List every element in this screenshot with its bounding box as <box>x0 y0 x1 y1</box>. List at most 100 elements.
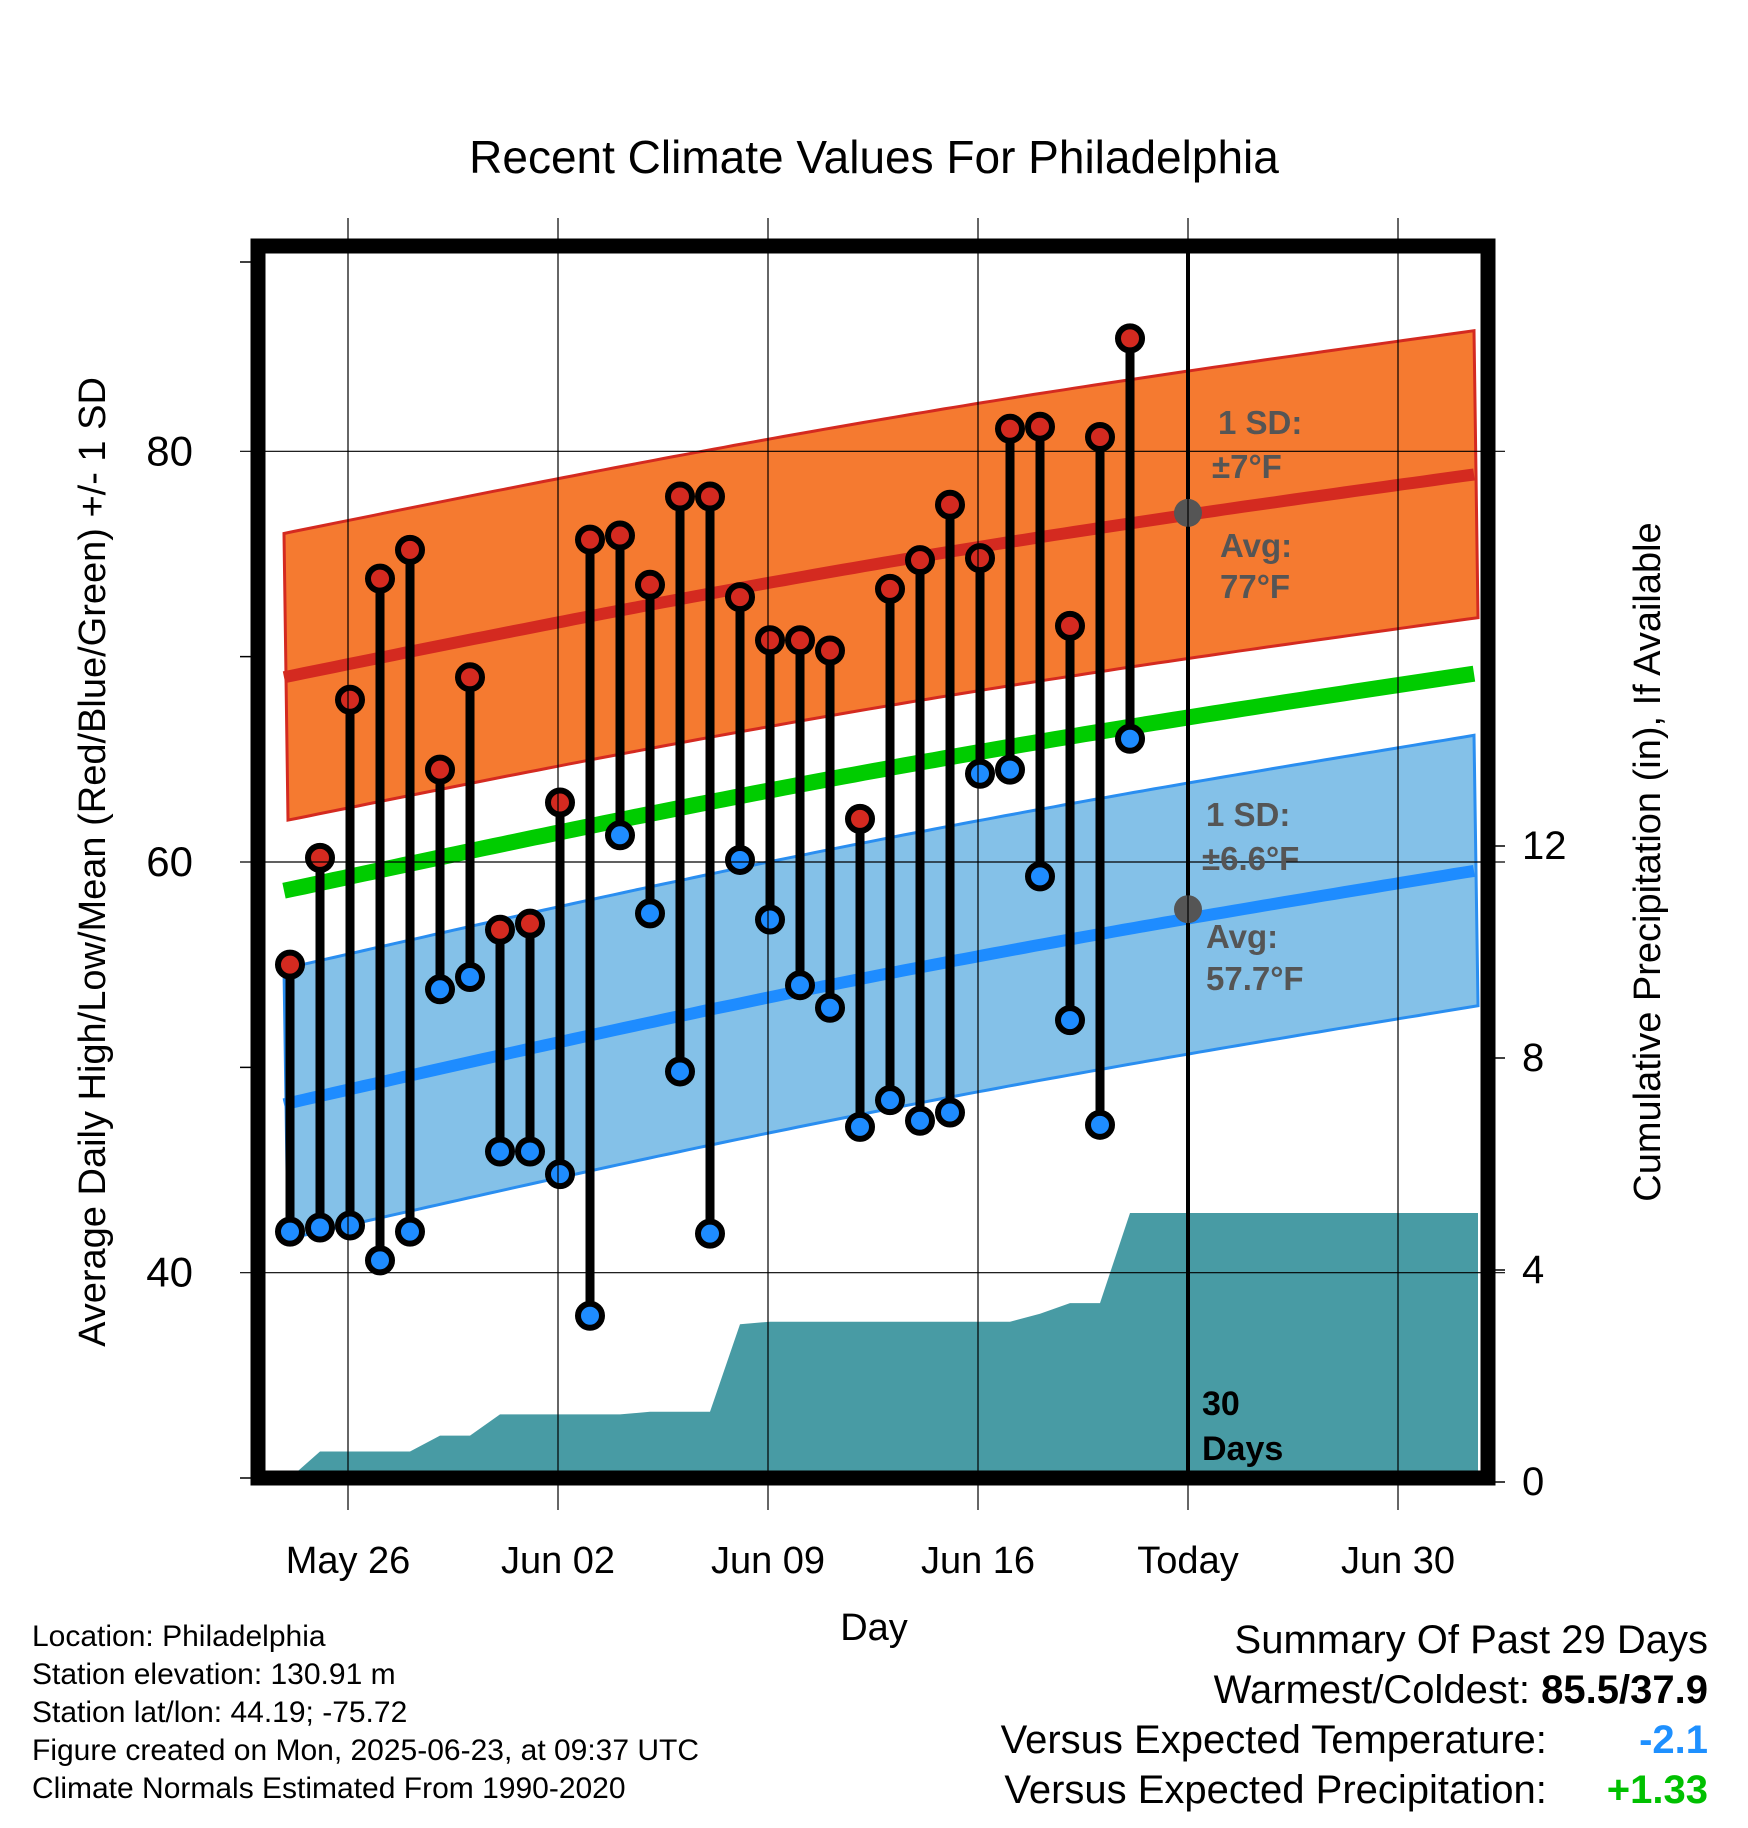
x-tick-label: Jun 02 <box>501 1540 615 1582</box>
y-tick-label: 40 <box>146 1249 193 1296</box>
daily-low-point <box>905 1105 935 1136</box>
y2-axis-label: Cumulative Precipitation (in), If Availa… <box>1627 522 1669 1201</box>
y-tick-label: 80 <box>146 427 193 474</box>
info-location: Location: Philadelphia <box>32 1620 326 1653</box>
daily-low-point <box>965 758 995 789</box>
daily-high-point <box>755 625 785 656</box>
daily-low-point <box>485 1136 515 1167</box>
daily-high-point <box>1055 610 1085 641</box>
mean-normal-line <box>282 665 1476 899</box>
x-tick-label: Jun 16 <box>921 1540 1035 1582</box>
daily-low-point <box>455 961 485 992</box>
daily-high-point <box>1025 411 1055 442</box>
low-normal-line <box>282 864 1475 1111</box>
daily-low-point <box>785 970 815 1001</box>
daily-high-point <box>785 625 815 656</box>
y-tick-label: 60 <box>146 838 193 885</box>
low-sd-value: ±6.6°F <box>1202 840 1299 877</box>
daily-high-point <box>665 481 695 512</box>
station-info: Location: Philadelphia Station elevation… <box>32 1618 699 1808</box>
precip-area <box>290 1213 1488 1478</box>
daily-low-point <box>1025 861 1055 892</box>
summary-precip-row: Versus Expected Precipitation: +1.33 <box>1001 1768 1708 1818</box>
daily-high-point <box>905 545 935 576</box>
x-tick-label: Today <box>1137 1540 1238 1582</box>
x-tick-label: May 26 <box>286 1540 411 1582</box>
daily-high-point <box>875 573 905 604</box>
summary-temp-label: Versus Expected Temperature: <box>1000 1718 1547 1762</box>
daily-low-point <box>935 1097 965 1128</box>
y2-tick-label: 8 <box>1522 1036 1544 1080</box>
daily-low-point <box>845 1111 875 1142</box>
daily-low-point <box>1085 1109 1115 1140</box>
x-tick-label: Jun 30 <box>1341 1540 1455 1582</box>
daily-high-point <box>695 481 725 512</box>
days-annotation-label: Days <box>1202 1430 1283 1468</box>
summary-temp-value: -2.1 <box>1639 1718 1708 1762</box>
daily-low-point <box>725 844 755 875</box>
daily-low-point <box>275 1216 305 1247</box>
daily-high-point <box>365 563 395 594</box>
daily-low-point <box>395 1216 425 1247</box>
low-sd-label: 1 SD: <box>1206 796 1290 833</box>
info-normals: Climate Normals Estimated From 1990-2020 <box>32 1772 626 1805</box>
high-normal-line <box>282 468 1475 684</box>
daily-high-point <box>1085 421 1115 452</box>
summary-title: Summary Of Past 29 Days <box>1234 1618 1708 1662</box>
daily-low-point <box>365 1245 395 1276</box>
high-sd-value: ±7°F <box>1212 448 1282 485</box>
daily-low-point <box>305 1212 335 1243</box>
daily-high-point <box>275 949 305 980</box>
daily-high-point <box>845 803 875 834</box>
daily-low-point <box>635 898 665 929</box>
daily-low-point <box>755 904 785 935</box>
summary-warm-label: Warmest/Coldest: <box>1213 1668 1531 1712</box>
info-created: Figure created on Mon, 2025-06-23, at 09… <box>32 1734 700 1767</box>
daily-high-point <box>335 684 365 715</box>
daily-high-point <box>455 662 485 693</box>
plot-frame <box>250 238 1496 1486</box>
daily-high-point <box>515 908 545 939</box>
high-avg-value: 77°F <box>1220 568 1290 605</box>
daily-low-point <box>1055 1005 1085 1036</box>
daily-high-point <box>485 914 515 945</box>
daily-high-point <box>575 524 605 555</box>
low-avg-label: Avg: <box>1206 918 1278 955</box>
y2-tick-label: 4 <box>1522 1248 1544 1292</box>
summary-panel: Summary Of Past 29 Days Warmest/Coldest:… <box>1001 1618 1708 1818</box>
high-sd-label: 1 SD: <box>1218 404 1302 441</box>
y2-tick-label: 12 <box>1522 824 1567 868</box>
daily-low-point <box>575 1300 605 1331</box>
daily-low-point <box>605 820 635 851</box>
chart-title: Recent Climate Values For Philadelphia <box>469 131 1279 183</box>
summary-warm-value: 85.5/37.9 <box>1541 1668 1708 1712</box>
daily-low-point <box>665 1056 695 1087</box>
daily-high-point <box>995 413 1025 444</box>
summary-precip-label: Versus Expected Precipitation: <box>1004 1768 1547 1812</box>
summary-temp-row: Versus Expected Temperature: -2.1 <box>1001 1718 1708 1768</box>
daily-low-point <box>875 1085 905 1116</box>
daily-high-point <box>1115 323 1145 354</box>
daily-high-point <box>635 569 665 600</box>
days-annotation-number: 30 <box>1202 1385 1240 1423</box>
y2-tick-label: 0 <box>1522 1460 1544 1504</box>
daily-high-point <box>965 543 995 574</box>
daily-high-point <box>545 787 575 818</box>
x-axis-label: Day <box>840 1607 908 1649</box>
plot-area <box>275 246 1488 1478</box>
daily-high-point <box>305 842 335 873</box>
daily-low-point <box>815 992 845 1023</box>
daily-low-point <box>545 1159 575 1190</box>
daily-high-point <box>815 635 845 666</box>
daily-high-point <box>605 520 635 551</box>
high-avg-label: Avg: <box>1220 527 1292 564</box>
daily-high-point <box>395 534 425 565</box>
daily-low-point <box>1115 723 1145 754</box>
info-elevation: Station elevation: 130.91 m <box>32 1658 396 1691</box>
daily-low-point <box>335 1210 365 1241</box>
summary-precip-value: +1.33 <box>1606 1768 1708 1812</box>
y-axis-label: Average Daily High/Low/Mean (Red/Blue/Gr… <box>72 377 114 1347</box>
daily-high-point <box>725 582 755 613</box>
summary-warm-row: Warmest/Coldest: 85.5/37.9 <box>1001 1668 1708 1718</box>
